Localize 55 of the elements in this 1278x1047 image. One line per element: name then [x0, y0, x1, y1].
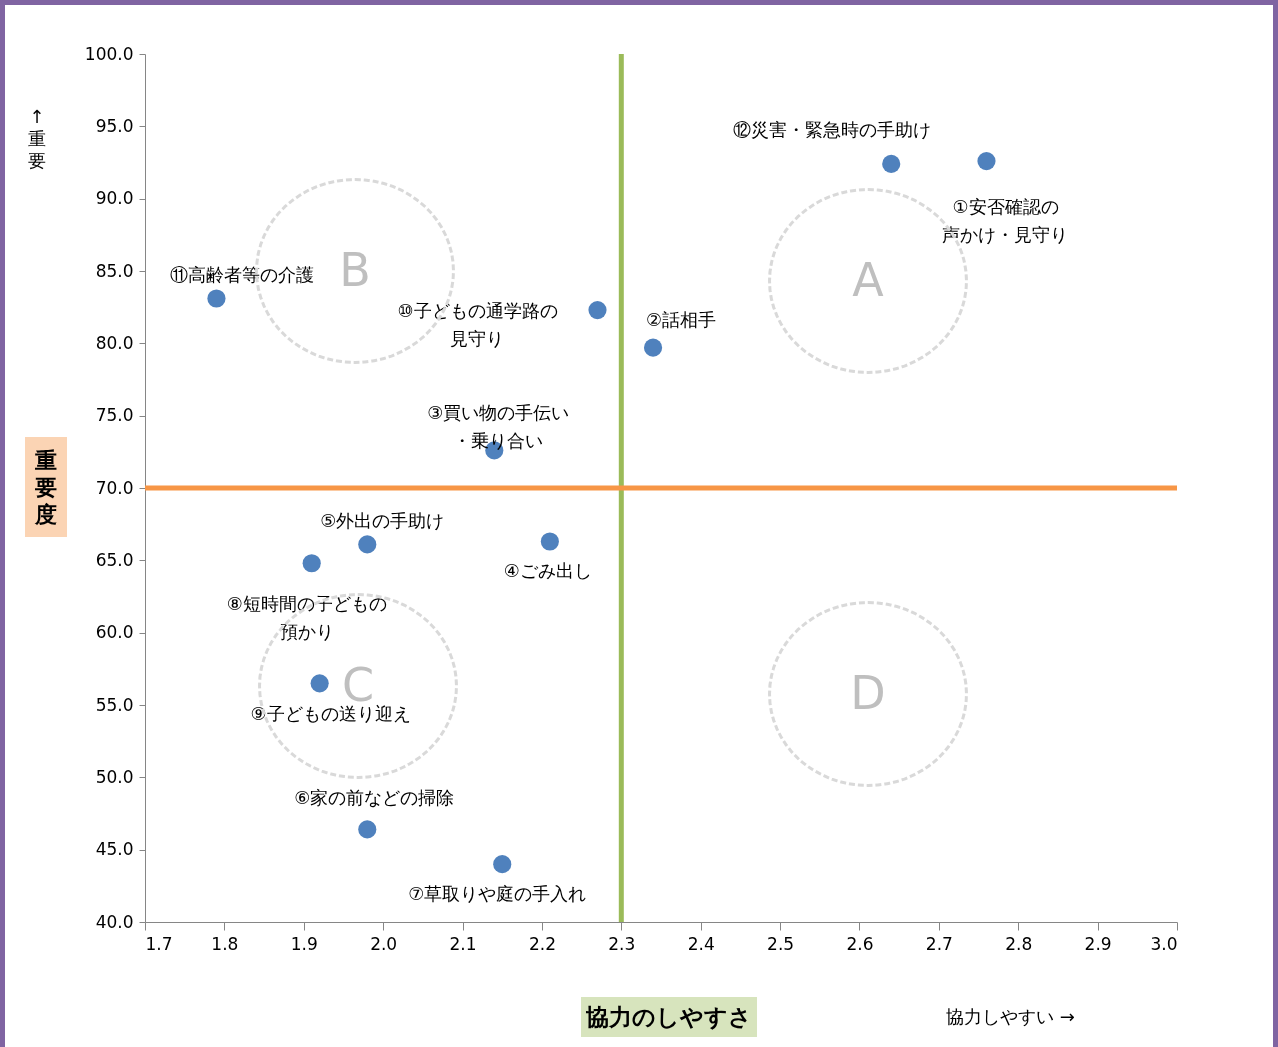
x-tick-label: 2.1: [449, 933, 477, 954]
x-tick-label: 2.4: [687, 933, 715, 954]
series-label: ⑤外出の手助け: [320, 510, 445, 532]
x-tick-label: 2.6: [846, 933, 874, 954]
point: [302, 554, 321, 573]
x-axis-title: 協力のしやすさ: [581, 997, 757, 1037]
point: [358, 535, 377, 554]
y-axis-title: 重要度: [35, 447, 57, 528]
series-label: ⑦草取りや庭の手入れ: [408, 883, 587, 905]
y-tick-label: 50.0: [95, 766, 134, 787]
y-tick-label: 60.0: [95, 622, 134, 643]
y-tick-label: 85.0: [95, 260, 134, 281]
x-tick-label: 3.0: [1150, 933, 1178, 954]
point: [358, 820, 377, 839]
text: 協力しやすい →: [946, 1005, 1075, 1029]
text: ⑫災害・緊急時の手助け: [733, 118, 932, 140]
y-tick-label: 80.0: [95, 332, 134, 353]
point: [207, 289, 226, 308]
x-tick-label: 1.9: [290, 933, 318, 954]
x-tick-label: 1.7: [145, 933, 173, 954]
series-label: ⑥家の前などの掃除: [294, 787, 455, 809]
x-tick-label: 2.5: [767, 933, 795, 954]
x-tick-label: 2.7: [925, 933, 953, 954]
point: [540, 532, 559, 551]
y-tick-label: 55.0: [95, 694, 134, 715]
text: ①安否確認の声かけ・見守り: [942, 196, 1069, 246]
y-tick-label: 100.0: [84, 43, 134, 64]
y-tick-label: 95.0: [95, 115, 134, 136]
x-tick-label: 2.9: [1084, 933, 1112, 954]
series-label: ③買い物の手伝い・乗り合い: [427, 402, 570, 452]
x-tick-label: 2.3: [608, 933, 636, 954]
y-tick-label: 65.0: [95, 549, 134, 570]
x-tick-label: 2.2: [528, 933, 556, 954]
annotation: D: [849, 665, 887, 722]
y-tick-label: 45.0: [95, 839, 134, 860]
point: [977, 151, 996, 171]
x-tick-label: 2.0: [370, 933, 398, 954]
y-tick-label: 90.0: [95, 188, 134, 209]
series-label: ⑪高齢者等の介護: [170, 264, 315, 286]
text: ↑ 重要: [28, 106, 46, 172]
series-label: ④ごみ出し: [503, 559, 592, 581]
point: [643, 338, 663, 357]
x-tick-label: 2.8: [1005, 933, 1033, 954]
y-tick-label: 40.0: [95, 911, 134, 932]
annotation: B: [338, 242, 372, 299]
point: [493, 855, 512, 874]
y-tick-label: 75.0: [95, 405, 134, 426]
point: [882, 154, 901, 174]
series-label: ⑨子どもの送り迎え: [250, 703, 411, 725]
y-tick-label: 70.0: [95, 477, 134, 498]
series-label: ②話相手: [645, 308, 717, 330]
annotation: A: [851, 252, 885, 309]
point: [588, 300, 607, 320]
point: [310, 674, 329, 693]
x-tick-label: 1.8: [211, 933, 239, 954]
